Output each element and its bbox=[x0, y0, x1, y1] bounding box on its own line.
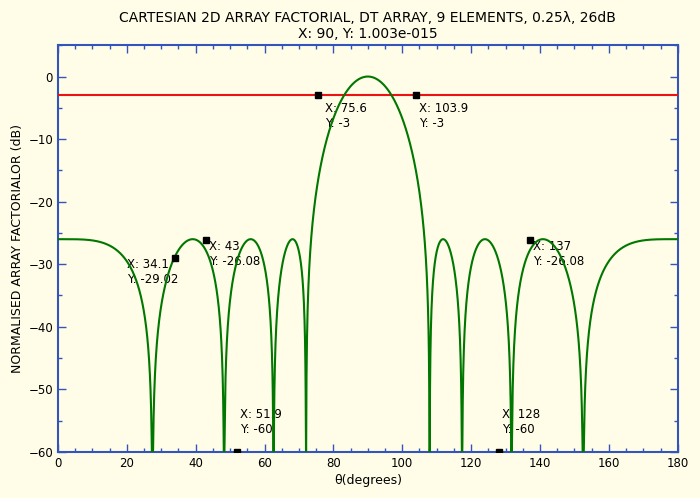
Text: X: 51.9
Y: -60: X: 51.9 Y: -60 bbox=[240, 408, 282, 436]
Text: X: 34.1
Y: -29.02: X: 34.1 Y: -29.02 bbox=[127, 258, 178, 286]
Y-axis label: NORMALISED ARRAY FACTORIALOR (dB): NORMALISED ARRAY FACTORIALOR (dB) bbox=[11, 124, 24, 373]
Text: X: 43
Y: -26.08: X: 43 Y: -26.08 bbox=[209, 240, 260, 268]
Text: X: 103.9
Y: -3: X: 103.9 Y: -3 bbox=[419, 102, 468, 129]
Text: X: 128
Y: -60: X: 128 Y: -60 bbox=[502, 408, 540, 436]
Text: X: 75.6
Y: -3: X: 75.6 Y: -3 bbox=[325, 102, 367, 129]
Title: CARTESIAN 2D ARRAY FACTORIAL, DT ARRAY, 9 ELEMENTS, 0.25λ, 26dB
X: 90, Y: 1.003e: CARTESIAN 2D ARRAY FACTORIAL, DT ARRAY, … bbox=[120, 11, 616, 41]
Text: X: 137
Y: -26.08: X: 137 Y: -26.08 bbox=[533, 240, 584, 268]
X-axis label: θ(degrees): θ(degrees) bbox=[334, 474, 402, 487]
